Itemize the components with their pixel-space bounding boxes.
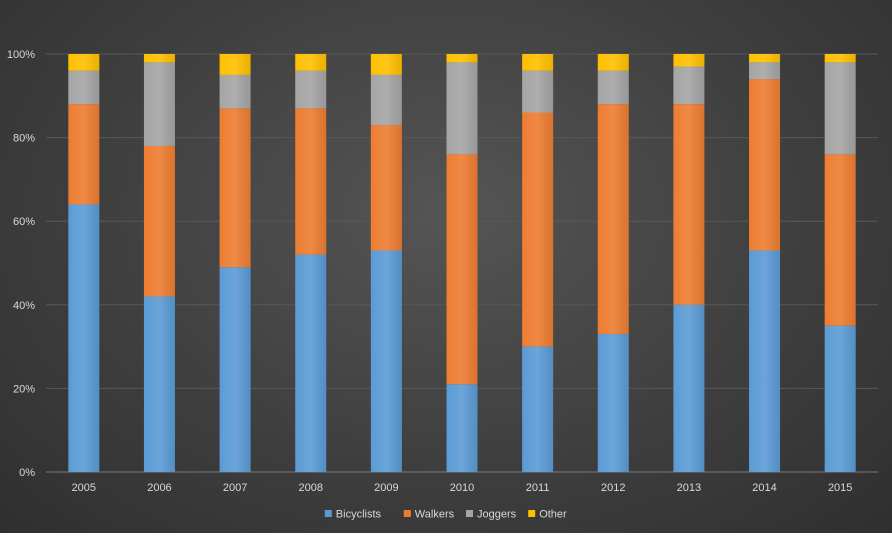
bar-segment-shading xyxy=(370,250,402,472)
bar-segment-shading xyxy=(446,54,478,63)
bar-segment-shading xyxy=(824,325,856,472)
bar-segment-shading xyxy=(597,334,629,472)
bar-segment-shading xyxy=(295,54,327,71)
x-tick-label: 2015 xyxy=(828,482,852,494)
bar-segment-shading xyxy=(219,108,251,268)
bar-segment-shading xyxy=(673,54,705,67)
legend-label: Walkers xyxy=(415,509,455,521)
bar-segment-shading xyxy=(370,125,402,251)
legend-swatch-bicyclists xyxy=(324,510,332,517)
bar-segment-shading xyxy=(673,66,705,105)
bar-segment-shading xyxy=(219,267,251,472)
x-tick-label: 2013 xyxy=(677,482,701,494)
bar-segment-shading xyxy=(295,108,327,255)
bars xyxy=(68,54,856,473)
x-tick-label: 2008 xyxy=(298,482,322,494)
y-axis: 0% 20% 40% 60% 80% 100% xyxy=(7,49,35,479)
x-tick-label: 2006 xyxy=(147,482,171,494)
bar-segment-shading xyxy=(219,54,251,75)
bar-segment-shading xyxy=(219,74,251,109)
bar-segment-shading xyxy=(673,304,705,472)
bar-segment-shading xyxy=(522,54,554,71)
bar-segment-shading xyxy=(370,54,402,75)
bar-segment-shading xyxy=(824,62,856,155)
bar-segment-shading xyxy=(673,104,705,305)
bar-segment-shading xyxy=(522,112,554,347)
legend: Bicyclists Walkers Joggers Other xyxy=(324,509,567,521)
x-tick-label: 2009 xyxy=(374,482,398,494)
bar-segment-shading xyxy=(143,145,175,297)
bar-segment-shading xyxy=(295,254,327,472)
bar-segment-shading xyxy=(749,250,781,472)
legend-swatch-other xyxy=(528,510,536,517)
bar-segment-shading xyxy=(749,79,781,251)
x-tick-label: 2012 xyxy=(601,482,625,494)
bar-segment-shading xyxy=(143,54,175,63)
bar-segment-shading xyxy=(446,154,478,385)
y-tick-label: 80% xyxy=(13,133,35,145)
y-tick-label: 60% xyxy=(13,216,35,228)
y-tick-label: 20% xyxy=(13,383,35,395)
legend-label: Other xyxy=(539,509,567,521)
bar-segment-shading xyxy=(446,384,478,472)
x-tick-label: 2014 xyxy=(752,482,776,494)
bar-segment-shading xyxy=(68,104,100,205)
y-tick-label: 0% xyxy=(19,467,35,479)
bar-segment-shading xyxy=(597,104,629,335)
bar-segment-shading xyxy=(522,70,554,113)
x-tick-label: 2010 xyxy=(450,482,474,494)
legend-swatch-walkers xyxy=(403,510,411,517)
bar-segment-shading xyxy=(522,346,554,472)
legend-label: Bicyclists xyxy=(336,509,382,521)
legend-label: Joggers xyxy=(477,509,517,521)
bar-segment-shading xyxy=(68,204,100,473)
bar-segment-shading xyxy=(295,70,327,109)
bar-segment-shading xyxy=(68,70,100,105)
x-tick-label: 2007 xyxy=(223,482,247,494)
y-tick-label: 40% xyxy=(13,300,35,312)
bar-segment-shading xyxy=(68,54,100,71)
bar-segment-shading xyxy=(143,62,175,146)
y-tick-label: 100% xyxy=(7,49,35,61)
bar-segment-shading xyxy=(370,74,402,126)
bar-segment-shading xyxy=(597,54,629,71)
bar-segment-shading xyxy=(824,154,856,326)
x-tick-label: 2011 xyxy=(526,482,550,494)
bar-segment-shading xyxy=(446,62,478,155)
bar-segment-shading xyxy=(749,54,781,63)
x-tick-label: 2005 xyxy=(72,482,96,494)
legend-swatch-joggers xyxy=(466,510,473,517)
bar-segment-shading xyxy=(143,296,175,472)
bar-segment-shading xyxy=(824,54,856,63)
bar-segment-shading xyxy=(597,70,629,105)
bar-segment-shading xyxy=(749,62,781,80)
x-axis: 2005 2006 2007 2008 2009 2010 2011 2012 2013 2014… xyxy=(72,482,853,494)
